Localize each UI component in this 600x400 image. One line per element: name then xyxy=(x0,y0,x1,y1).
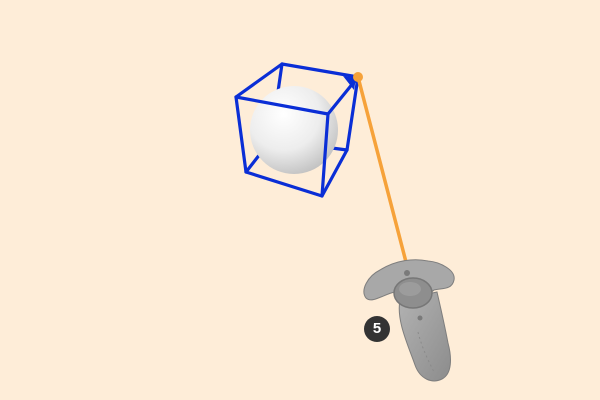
laser-line xyxy=(356,75,408,264)
controller-handle xyxy=(398,291,451,382)
controller-menu-button xyxy=(404,270,410,276)
laser-hit-point xyxy=(353,72,363,82)
vr-controller-icon[interactable] xyxy=(363,259,455,382)
laser-beam-icon xyxy=(353,72,408,264)
step-number-badge: 5 xyxy=(364,316,390,342)
sphere-icon[interactable] xyxy=(250,86,338,174)
pointer-arrow-icon xyxy=(343,76,356,90)
sphere-body xyxy=(250,86,338,174)
controller-system-button xyxy=(417,315,423,321)
controller-trackpad-highlight xyxy=(399,282,421,296)
